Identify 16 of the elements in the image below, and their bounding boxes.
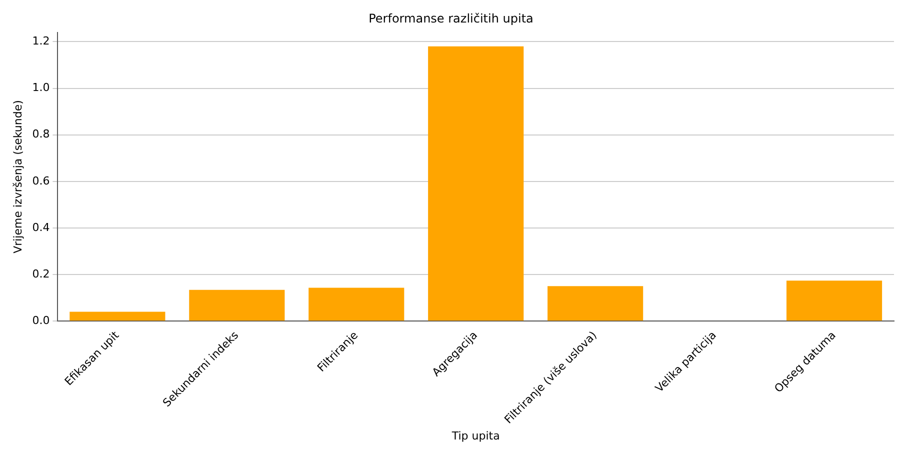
y-tick-label: 0.8	[32, 128, 50, 141]
y-tick-label: 0.4	[32, 220, 50, 234]
bar	[308, 288, 404, 321]
y-tick-label: 0.2	[32, 267, 50, 280]
bar	[786, 280, 882, 321]
chart-title: Performanse različitih upita	[368, 11, 534, 26]
y-tick-label: 0.0	[32, 314, 50, 327]
bar	[548, 286, 644, 321]
y-axis-title: Vrijeme izvršenja (sekunde)	[11, 100, 24, 254]
x-axis-title: Tip upita	[450, 429, 500, 442]
bar	[428, 46, 524, 321]
bar	[70, 312, 166, 321]
y-tick-label: 1.2	[32, 34, 50, 48]
bar	[189, 290, 285, 321]
y-tick-label: 1.0	[32, 81, 50, 94]
y-tick-label: 0.6	[32, 174, 50, 188]
